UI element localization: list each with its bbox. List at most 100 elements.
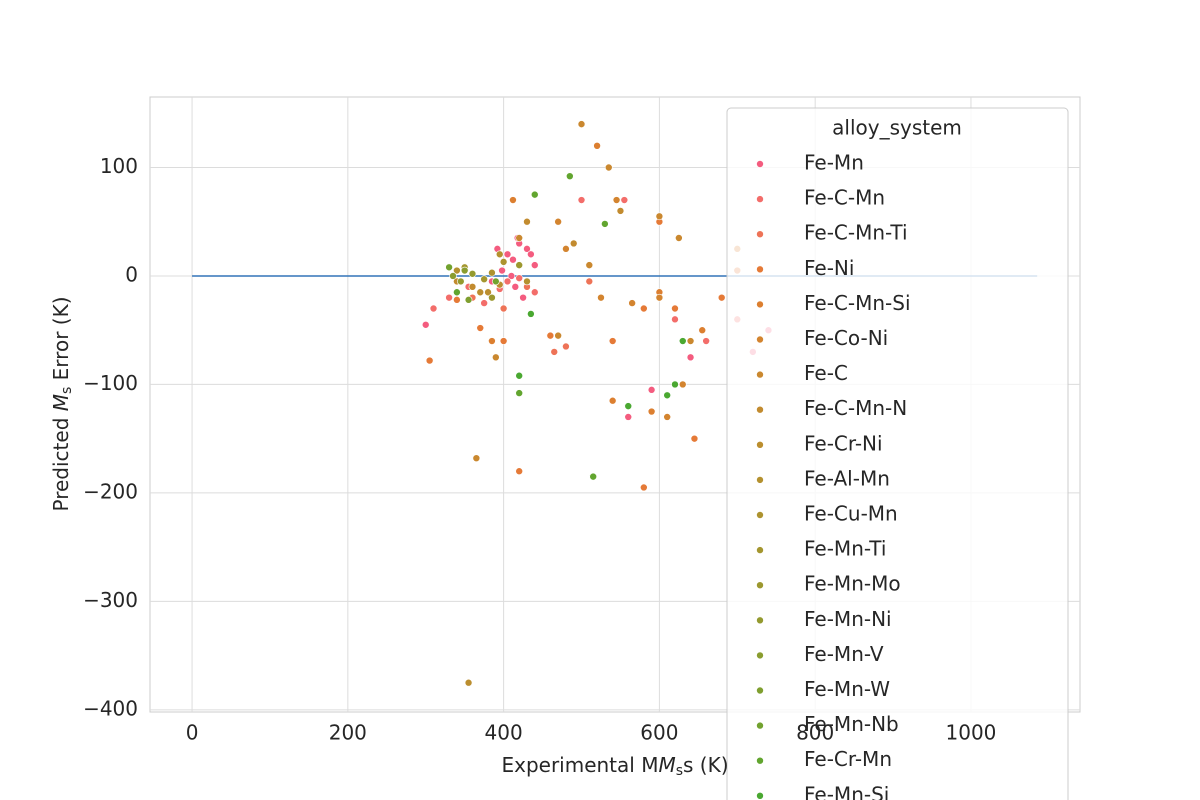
scatter-point xyxy=(597,293,605,302)
x-label-subscript: s xyxy=(676,763,683,779)
legend-label: Fe-Mn-Ti xyxy=(804,537,886,561)
scatter-point xyxy=(488,337,496,345)
y-tick-label: 100 xyxy=(100,154,138,178)
scatter-point xyxy=(608,337,617,345)
legend-label: Fe-C-Mn-N xyxy=(804,396,907,420)
legend-label: Fe-Mn-Mo xyxy=(804,572,901,596)
scatter-point xyxy=(468,269,477,278)
scatter-point xyxy=(425,356,434,365)
legend-label: Fe-Mn-Si xyxy=(804,782,889,800)
scatter-point xyxy=(569,239,578,248)
x-tick-label: 0 xyxy=(186,721,199,745)
scatter-point xyxy=(476,288,485,297)
legend-marker xyxy=(756,335,764,344)
legend-marker xyxy=(756,370,764,379)
scatter-point xyxy=(655,293,664,302)
legend-label: Fe-Cr-Ni xyxy=(804,431,883,455)
y-tick-label: 0 xyxy=(125,262,138,286)
scatter-point xyxy=(675,234,683,242)
scatter-point xyxy=(647,386,656,394)
scatter-point xyxy=(604,163,613,172)
scatter-point xyxy=(464,296,473,304)
scatter-point xyxy=(492,277,500,286)
x-tick-label: 1000 xyxy=(946,721,997,745)
scatter-point xyxy=(484,288,492,297)
scatter-point xyxy=(515,467,523,476)
scatter-point xyxy=(460,266,469,275)
legend-marker xyxy=(756,476,764,484)
legend-label: Fe-Cr-Mn xyxy=(804,747,892,771)
scatter-point xyxy=(509,196,517,204)
scatter-point xyxy=(515,234,523,242)
x-tick-label: 600 xyxy=(640,721,678,745)
legend-label: Fe-Al-Mn xyxy=(804,466,890,490)
scatter-point xyxy=(640,483,648,492)
scatter-point xyxy=(530,190,539,199)
y-label-suffix: Error (K) xyxy=(49,297,73,387)
legend-marker xyxy=(756,440,764,449)
scatter-point xyxy=(585,277,594,286)
scatter-point xyxy=(421,320,430,329)
y-tick-label: −400 xyxy=(83,696,138,720)
scatter-point xyxy=(612,196,621,204)
scatter-point xyxy=(453,296,461,304)
scatter-point xyxy=(562,245,570,253)
legend-marker xyxy=(756,546,764,554)
x-tick-label: 400 xyxy=(485,721,523,745)
x-axis-label: Experimental MMss (K) xyxy=(501,753,728,780)
scatter-point xyxy=(640,304,648,313)
scatter-point xyxy=(480,275,488,284)
scatter-point xyxy=(468,283,477,291)
legend: alloy_system Fe-Mn Fe-C-Mn Fe-C-Mn-Ti Fe-Ni F… xyxy=(726,107,1069,800)
scatter-point xyxy=(717,293,726,302)
legend-marker xyxy=(756,686,764,695)
scatter-point xyxy=(678,337,687,345)
scatter-point xyxy=(678,380,687,389)
scatter-point xyxy=(464,678,473,687)
legend-marker xyxy=(756,265,764,274)
scatter-point xyxy=(628,299,636,307)
x-label-suffix: s (K) xyxy=(683,753,729,777)
scatter-point xyxy=(686,353,695,362)
scatter-point xyxy=(456,277,465,286)
scatter-point xyxy=(499,258,508,266)
scatter-point xyxy=(515,274,523,282)
scatter-point xyxy=(624,402,633,410)
scatter-point xyxy=(515,371,523,380)
legend-box xyxy=(726,107,1069,800)
scatter-point xyxy=(702,337,710,345)
legend-marker xyxy=(756,300,764,309)
y-tick-label: −300 xyxy=(83,588,138,612)
scatter-point xyxy=(488,268,496,277)
scatter-point xyxy=(515,261,523,269)
scatter-point xyxy=(686,337,695,345)
scatter-point xyxy=(562,342,570,351)
scatter-point xyxy=(476,324,485,332)
legend-marker xyxy=(756,616,764,625)
scatter-point xyxy=(511,283,520,291)
legend-title: alloy_system xyxy=(832,116,962,140)
scatter-point xyxy=(507,272,516,280)
y-tick-label: −200 xyxy=(83,479,138,503)
legend-label: Fe-Mn-W xyxy=(804,677,890,701)
scatter-point xyxy=(566,172,574,180)
scatter-point xyxy=(698,326,707,335)
legend-label: Fe-Cu-Mn xyxy=(804,502,898,526)
scatter-point xyxy=(671,304,679,313)
legend-label: Fe-C-Mn-Ti xyxy=(804,221,908,245)
scatter-point xyxy=(585,261,594,269)
scatter-point xyxy=(663,391,671,400)
scatter-point xyxy=(492,353,500,362)
scatter-point xyxy=(601,220,609,228)
scatter-point xyxy=(445,263,453,272)
scatter-point xyxy=(503,250,512,259)
legend-label: Fe-Ni xyxy=(804,256,854,280)
scatter-point xyxy=(647,407,656,416)
scatter-point xyxy=(449,272,457,280)
scatter-point xyxy=(488,293,496,302)
legend-label: Fe-Mn-Nb xyxy=(804,712,899,736)
legend-label: Fe-C xyxy=(804,361,848,385)
legend-label: Fe-Co-Ni xyxy=(804,326,888,350)
